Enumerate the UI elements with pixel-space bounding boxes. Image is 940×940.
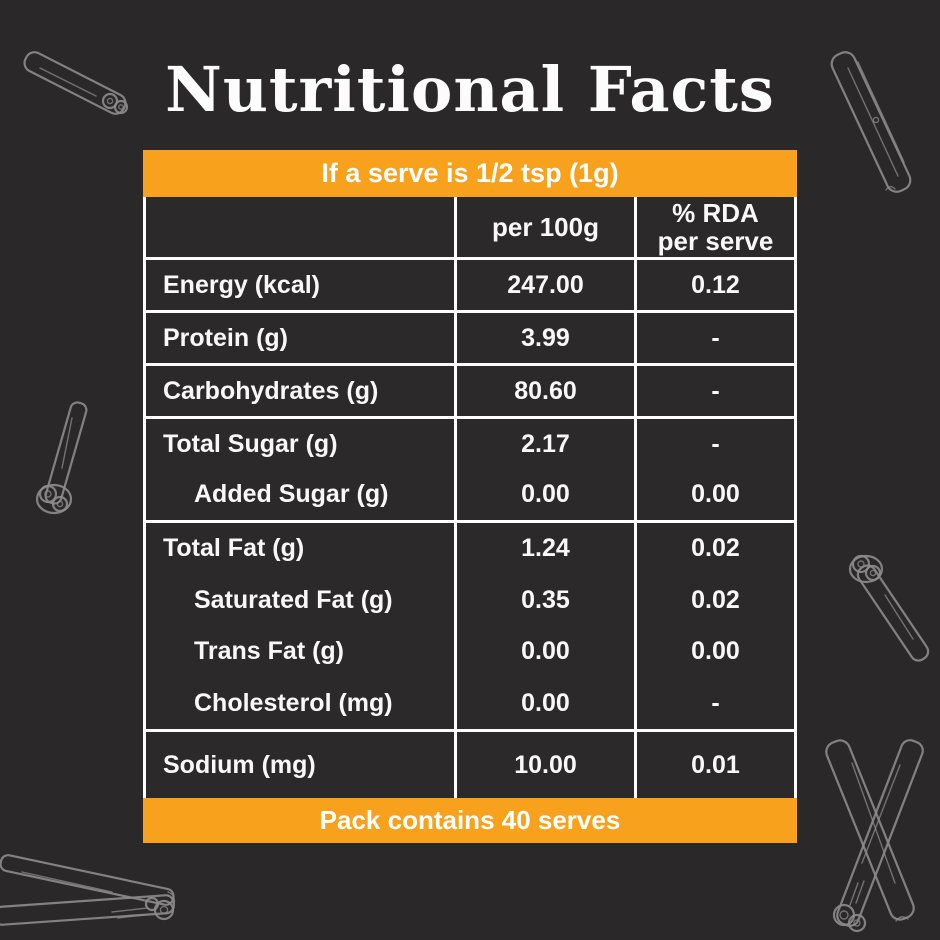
row-label: Saturated Fat (g)	[194, 585, 393, 614]
page-title: Nutritional Facts	[165, 53, 775, 126]
row-value-per100g: 80.60	[514, 376, 577, 405]
cinnamon-sticks-bottom-left-icon	[0, 848, 204, 940]
header-cell-per-100g: per 100g	[457, 197, 634, 257]
nutrition-table-body: per 100g % RDA per serve Energy (kcal) 2…	[143, 197, 797, 798]
row-value-rda: 0.02	[691, 585, 740, 614]
row-value-per100g: 247.00	[507, 270, 584, 299]
row-value-rda: -	[711, 688, 720, 717]
row-value-rda: -	[711, 429, 720, 458]
row-value-per100g: 3.99	[521, 323, 570, 352]
cinnamon-stick-left-icon	[22, 398, 114, 536]
row-label: Carbohydrates (g)	[163, 376, 379, 405]
row-value-per100g: 1.24	[521, 534, 570, 563]
column-header: % RDA per serve	[657, 198, 774, 256]
table-rowgroup-fat: Total Fat (g) Saturated Fat (g) Trans Fa…	[146, 523, 794, 729]
cinnamon-sticks-bottom-right-icon	[800, 733, 940, 940]
row-value-per100g: 0.00	[521, 480, 570, 509]
row-label: Sodium (mg)	[163, 750, 316, 779]
row-value-rda: -	[711, 323, 720, 352]
row-value-rda: 0.01	[691, 750, 740, 779]
row-value-per100g: 0.00	[521, 688, 570, 717]
row-value-per100g: 0.35	[521, 585, 570, 614]
row-label: Energy (kcal)	[163, 270, 321, 299]
pack-serves-banner: Pack contains 40 serves	[143, 798, 797, 843]
row-value-rda: 0.12	[691, 270, 740, 299]
serving-size-banner: If a serve is 1/2 tsp (1g)	[143, 150, 797, 197]
row-label: Trans Fat (g)	[194, 637, 345, 666]
row-value-rda: 0.02	[691, 534, 740, 563]
header-cell-empty	[146, 197, 454, 257]
row-value-per100g: 2.17	[521, 429, 570, 458]
table-row-energy: Energy (kcal) 247.00 0.12	[146, 260, 794, 310]
nutrition-table: If a serve is 1/2 tsp (1g) per 100g % RD…	[143, 150, 797, 843]
row-label: Added Sugar (g)	[194, 480, 389, 509]
column-header: per 100g	[492, 211, 599, 242]
row-value-per100g: 10.00	[514, 750, 577, 779]
row-label: Protein (g)	[163, 323, 288, 352]
row-value-rda: 0.00	[691, 480, 740, 509]
row-value-per100g: 0.00	[521, 637, 570, 666]
cinnamon-stick-right-icon	[843, 543, 940, 671]
row-label: Cholesterol (mg)	[194, 688, 393, 717]
row-value-rda: -	[711, 376, 720, 405]
table-header-row: per 100g % RDA per serve	[146, 197, 794, 257]
table-row-protein: Protein (g) 3.99 -	[146, 313, 794, 363]
header-cell-rda: % RDA per serve	[637, 197, 794, 257]
row-value-rda: 0.00	[691, 637, 740, 666]
row-label: Total Fat (g)	[163, 534, 305, 563]
table-rowgroup-sugar: Total Sugar (g) Added Sugar (g) 2.17 0.0…	[146, 419, 794, 520]
table-row-sodium: Sodium (mg) 10.00 0.01	[146, 732, 794, 798]
row-label: Total Sugar (g)	[163, 429, 338, 458]
table-row-carbohydrates: Carbohydrates (g) 80.60 -	[146, 366, 794, 416]
